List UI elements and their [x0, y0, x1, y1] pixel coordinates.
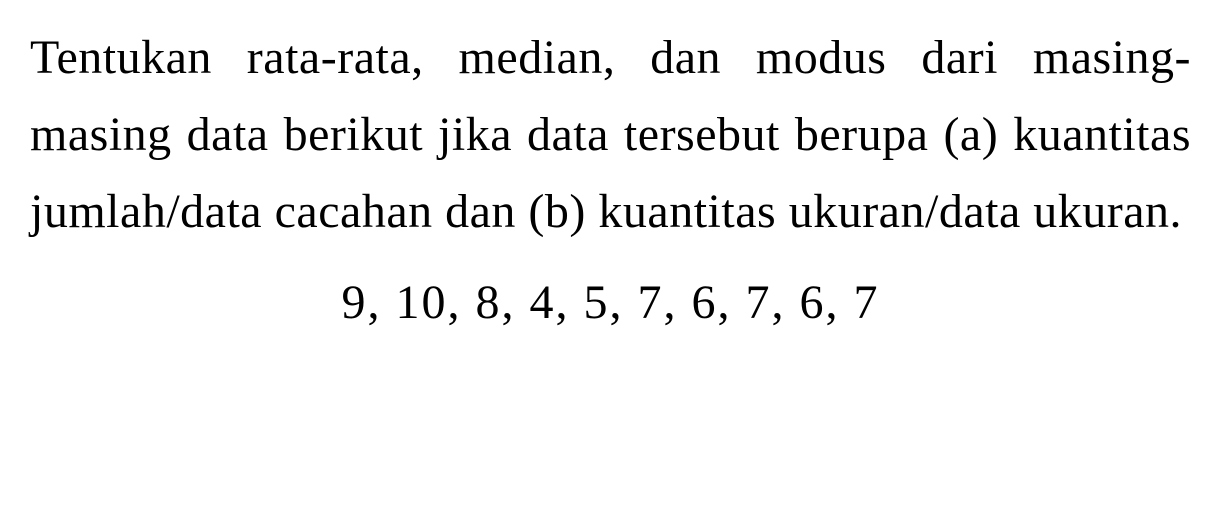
question-paragraph: Tentukan rata-rata, median, dan modus da…: [30, 20, 1191, 250]
data-values-line: 9, 10, 8, 4, 5, 7, 6, 7, 6, 7: [30, 265, 1191, 342]
